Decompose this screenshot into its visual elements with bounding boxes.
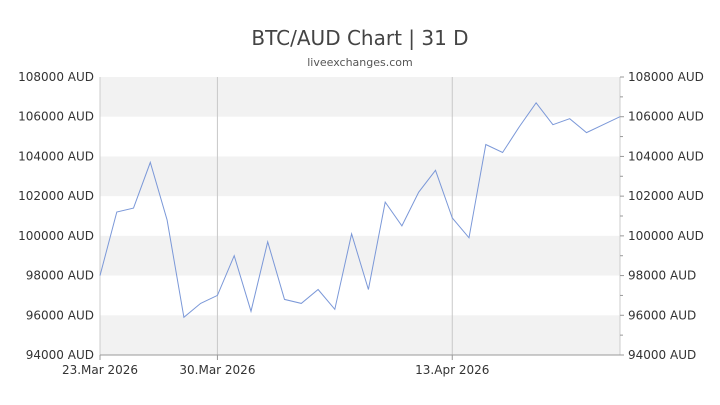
series-line xyxy=(99,101,621,319)
y-tick-label-left: 102000 AUD xyxy=(18,189,94,203)
vertical-gridlines xyxy=(216,77,453,355)
chart-title: BTC/AUD Chart | 31 D xyxy=(251,26,469,50)
y-tick-label-right: 106000 AUD xyxy=(628,110,704,124)
y-tick-label-left: 98000 AUD xyxy=(26,269,94,283)
axes xyxy=(99,77,621,356)
y-tick-label-left: 104000 AUD xyxy=(18,149,94,163)
y-tick-label-right: 98000 AUD xyxy=(628,269,696,283)
grid-band xyxy=(100,77,620,117)
y-tick-label-left: 100000 AUD xyxy=(18,229,94,243)
grid-band xyxy=(100,156,620,197)
y-tick-label-left: 108000 AUD xyxy=(18,70,94,84)
y-tick-label-left: 96000 AUD xyxy=(26,308,94,322)
x-tick-label: 23.Mar 2026 xyxy=(62,363,138,377)
chart-source: liveexchanges.com xyxy=(307,56,413,69)
background-bands xyxy=(100,77,620,355)
y-tick-label-right: 108000 AUD xyxy=(628,70,704,84)
x-tick-label: 30.Mar 2026 xyxy=(179,363,255,377)
y-tick-label-right: 94000 AUD xyxy=(628,348,696,362)
y-tick-label-right: 102000 AUD xyxy=(628,189,704,203)
grid-band xyxy=(100,235,620,276)
x-tick-label: 13.Apr 2026 xyxy=(415,363,489,377)
y-tick-label-left: 94000 AUD xyxy=(26,348,94,362)
y-tick-labels: 94000 AUD 94000 AUD 96000 AUD 96000 AUD 9800… xyxy=(18,70,704,362)
y-tick-label-right: 96000 AUD xyxy=(628,308,696,322)
data-series xyxy=(99,101,621,319)
x-tick-labels: 23.Mar 2026 30.Mar 2026 13.Apr 2026 xyxy=(62,355,489,377)
y-tick-label-right: 104000 AUD xyxy=(628,149,704,163)
y-tick-label-left: 106000 AUD xyxy=(18,110,94,124)
y-tick-label-right: 100000 AUD xyxy=(628,229,704,243)
grid-band xyxy=(100,315,620,355)
